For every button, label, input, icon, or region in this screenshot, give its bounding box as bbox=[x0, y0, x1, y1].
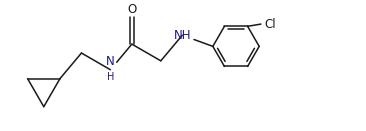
Text: Cl: Cl bbox=[264, 18, 276, 31]
Text: NH: NH bbox=[173, 29, 191, 42]
Text: O: O bbox=[127, 3, 137, 16]
Text: H: H bbox=[107, 72, 114, 82]
Text: N: N bbox=[106, 54, 115, 67]
